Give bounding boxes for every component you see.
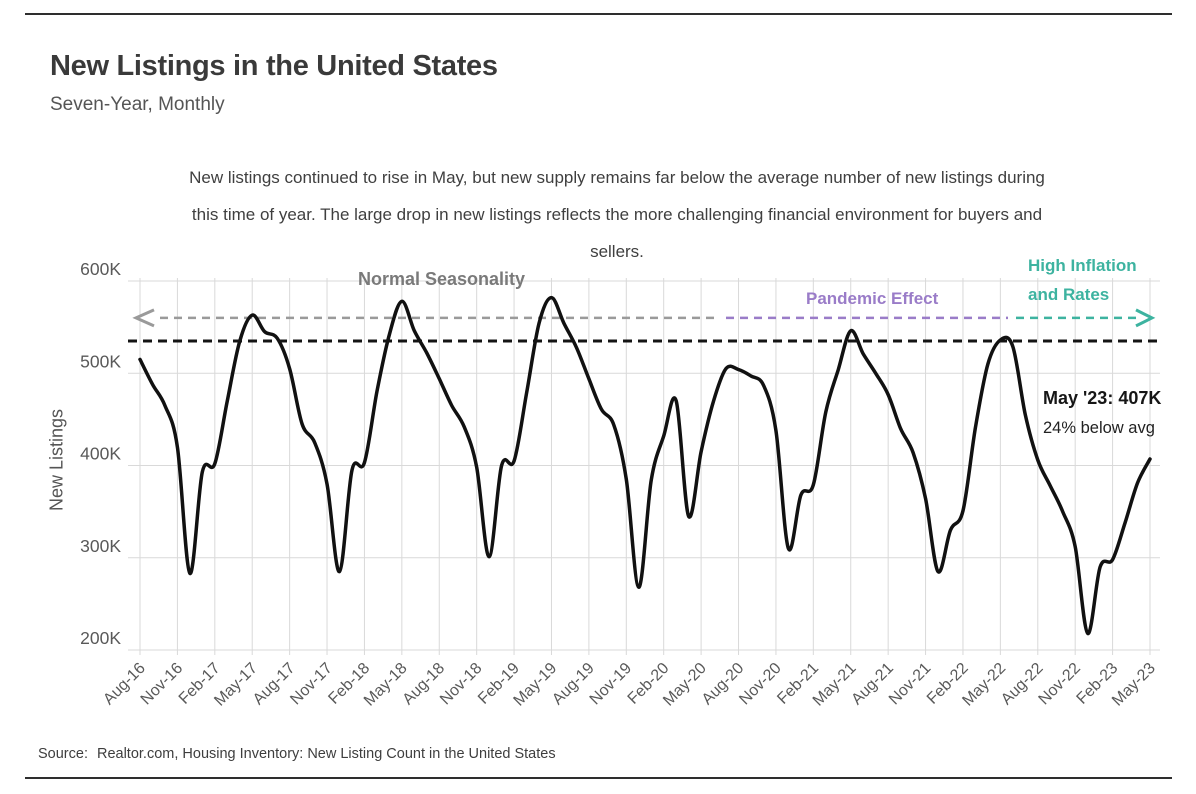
y-tick-label: 500K	[80, 351, 121, 371]
annotation-normal-seasonality: Normal Seasonality	[358, 269, 526, 289]
source-label: Source:	[38, 746, 88, 762]
callout-value: May '23: 407K	[1043, 388, 1162, 408]
annotation-pandemic-effect: Pandemic Effect	[806, 289, 939, 308]
x-tick-label: Nov-17	[287, 660, 336, 709]
x-tick-label: Nov-19	[587, 660, 636, 709]
left-arrowhead-icon	[132, 308, 155, 328]
annotation-high-inflation-line1: High Inflation	[1028, 256, 1137, 275]
annotation-high-inflation: High Inflation and Rates	[1028, 251, 1137, 309]
top-divider	[25, 13, 1172, 15]
data-callout: May '23: 407K 24% below avg	[1043, 383, 1161, 443]
description-line: New listings continued to rise in May, b…	[189, 168, 1045, 187]
annotation-high-inflation-line2: and Rates	[1028, 285, 1110, 304]
y-tick-label: 400K	[80, 444, 121, 464]
callout-subtext: 24% below avg	[1043, 419, 1155, 437]
page-title: New Listings in the United States	[50, 50, 498, 82]
x-tick-label: Nov-16	[138, 660, 187, 709]
y-tick-label: 600K	[80, 259, 121, 279]
y-axis-title: New Listings	[46, 408, 67, 512]
description-line: this time of year. The large drop in new…	[191, 205, 1043, 224]
description-line: sellers.	[590, 242, 644, 261]
source-attribution: Source: Realtor.com, Housing Inventory: N…	[38, 746, 556, 762]
new-listings-line	[138, 295, 1152, 636]
x-tick-label: Nov-22	[1036, 660, 1085, 709]
y-tick-label: 200K	[80, 628, 121, 648]
chart-description: New listings continued to rise in May, b…	[127, 159, 1107, 270]
x-tick-label: Nov-20	[736, 660, 785, 709]
x-tick-label: Nov-21	[886, 660, 935, 709]
page-subtitle: Seven-Year, Monthly	[50, 94, 225, 115]
x-tick-label: Nov-18	[437, 660, 486, 709]
bottom-divider	[25, 777, 1172, 779]
y-tick-label: 300K	[80, 536, 121, 556]
source-text: Realtor.com, Housing Inventory: New List…	[96, 746, 556, 762]
right-arrowhead-icon	[1135, 308, 1156, 328]
